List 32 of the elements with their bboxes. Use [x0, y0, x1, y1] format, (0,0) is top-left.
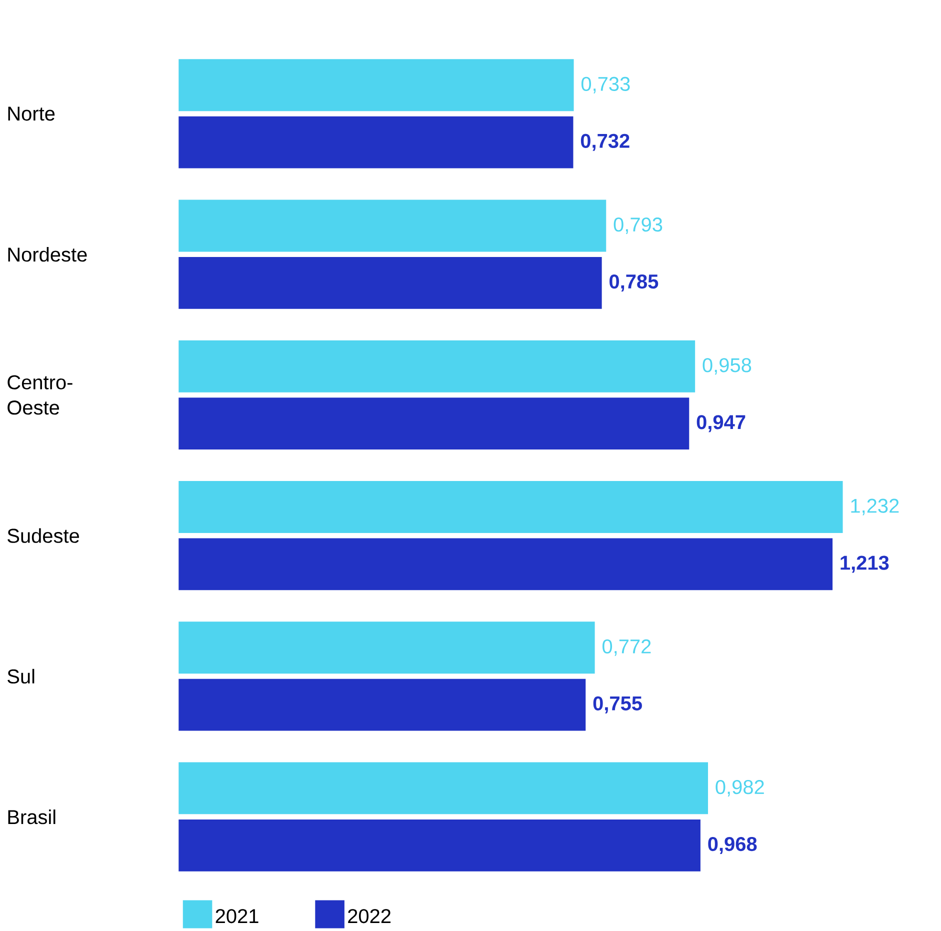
legend-label: 2021	[216, 908, 258, 924]
y-tick-label: Sul	[8, 668, 34, 684]
data-label: 0,982	[716, 780, 764, 796]
bar	[178, 819, 700, 872]
data-label: 0,785	[610, 274, 658, 292]
y-tick-label: Nordeste	[8, 246, 87, 262]
y-tick-label: Centro-Oeste	[8, 375, 72, 415]
data-label: 0,793	[614, 217, 662, 234]
bar	[178, 116, 574, 168]
data-label: 1,213	[840, 556, 889, 573]
bar	[178, 480, 843, 533]
data-label: 0,733	[581, 76, 630, 94]
bar	[178, 397, 690, 450]
bar	[178, 200, 606, 252]
y-tick-label: Norte	[8, 106, 55, 121]
data-label: 0,755	[593, 696, 642, 714]
data-label: 0,772	[602, 639, 651, 656]
data-label: 0,958	[702, 358, 752, 374]
bar	[178, 340, 696, 392]
bar	[178, 622, 595, 674]
bar	[178, 256, 602, 309]
legend-label: 2022	[348, 908, 391, 924]
bar	[178, 678, 586, 731]
bar	[178, 762, 708, 814]
y-tick-label: Brasil	[8, 809, 56, 824]
bar	[178, 538, 833, 590]
data-label: 0,968	[708, 836, 757, 854]
data-label: 1,232	[851, 498, 899, 516]
data-label: 0,732	[580, 134, 630, 151]
bar	[178, 59, 574, 111]
y-tick-label: Sudeste	[8, 528, 80, 543]
data-label: 0,947	[696, 414, 746, 432]
